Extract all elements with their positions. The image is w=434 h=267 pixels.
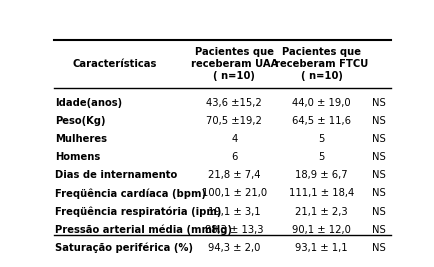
Text: 70,5 ±19,2: 70,5 ±19,2 [206,116,262,126]
Text: 93,1 ± 1,1: 93,1 ± 1,1 [295,243,348,253]
Text: Freqüência cardíaca (bpm): Freqüência cardíaca (bpm) [55,188,206,199]
Text: 6: 6 [231,152,237,162]
Text: 4: 4 [231,134,237,144]
Text: 100,1 ± 21,0: 100,1 ± 21,0 [202,189,267,198]
Text: 43,6 ±15,2: 43,6 ±15,2 [206,98,262,108]
Text: 5: 5 [319,152,325,162]
Text: 5: 5 [319,134,325,144]
Text: Peso(Kg): Peso(Kg) [55,116,105,126]
Text: NS: NS [372,206,385,217]
Text: NS: NS [372,170,385,180]
Text: NS: NS [372,134,385,144]
Text: 111,1 ± 18,4: 111,1 ± 18,4 [289,189,354,198]
Text: 21,8 ± 7,4: 21,8 ± 7,4 [208,170,260,180]
Text: NS: NS [372,225,385,235]
Text: Homens: Homens [55,152,100,162]
Text: 94,3 ± 2,0: 94,3 ± 2,0 [208,243,260,253]
Text: Pressão arterial média (mmHg): Pressão arterial média (mmHg) [55,224,232,235]
Text: 44,0 ± 19,0: 44,0 ± 19,0 [293,98,351,108]
Text: Freqüência respiratória (ipm): Freqüência respiratória (ipm) [55,206,221,217]
Text: 19,1 ± 3,1: 19,1 ± 3,1 [208,206,260,217]
Text: Características: Características [72,59,157,69]
Text: Pacientes que
receberam UAA
( n=10): Pacientes que receberam UAA ( n=10) [191,46,278,81]
Text: NS: NS [372,116,385,126]
Text: NS: NS [372,98,385,108]
Text: NS: NS [372,243,385,253]
Text: Mulheres: Mulheres [55,134,107,144]
Text: 90,1 ± 12,0: 90,1 ± 12,0 [292,225,351,235]
Text: 88,3 ± 13,3: 88,3 ± 13,3 [205,225,263,235]
Text: NS: NS [372,152,385,162]
Text: Dias de internamento: Dias de internamento [55,170,177,180]
Text: NS: NS [372,189,385,198]
Text: 18,9 ± 6,7: 18,9 ± 6,7 [295,170,348,180]
Text: Pacientes que
receberam FTCU
( n=10): Pacientes que receberam FTCU ( n=10) [275,46,368,81]
Text: Idade(anos): Idade(anos) [55,98,122,108]
Text: 64,5 ± 11,6: 64,5 ± 11,6 [292,116,351,126]
Text: 21,1 ± 2,3: 21,1 ± 2,3 [295,206,348,217]
Text: Saturação periférica (%): Saturação periférica (%) [55,242,193,253]
